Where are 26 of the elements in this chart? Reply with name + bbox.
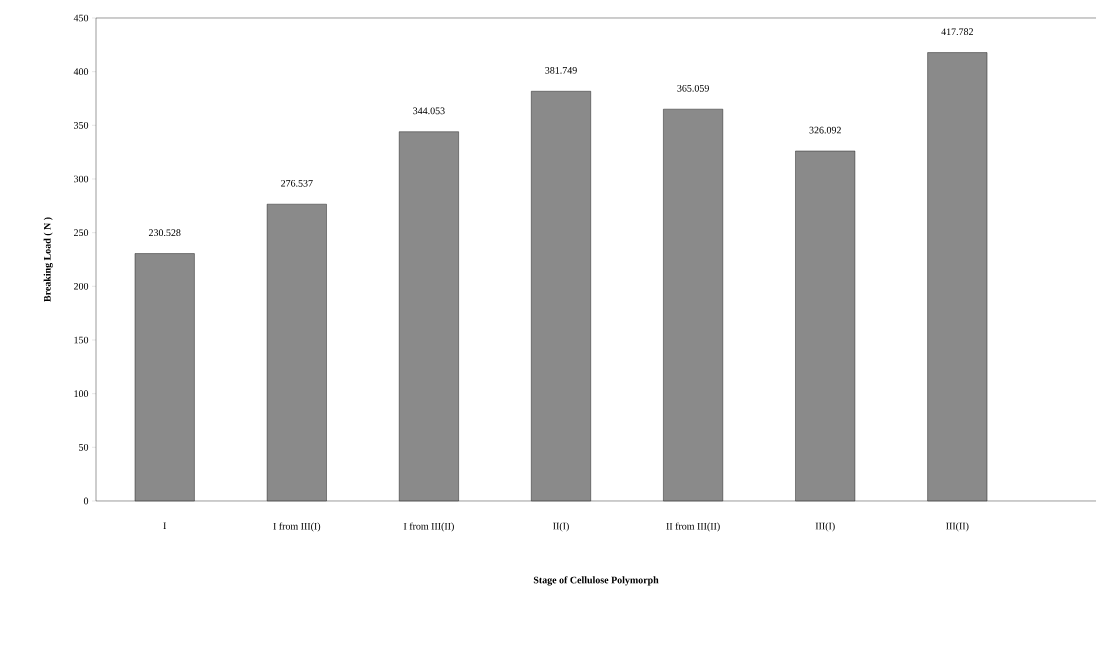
- y-tick-label: 300: [74, 175, 89, 183]
- data-label: 326.092: [809, 126, 841, 134]
- y-tick-label: 250: [74, 229, 89, 237]
- x-tick-label: II from III(II): [666, 522, 720, 532]
- data-label: 381.749: [545, 67, 577, 74]
- x-tick-label: III(II): [946, 522, 969, 532]
- y-tick-label: 100: [74, 390, 89, 398]
- y-axis-title: Breaking Load ( N ): [43, 217, 53, 302]
- y-tick-label: 400: [73, 68, 89, 76]
- x-tick-label: III(I): [815, 522, 835, 532]
- data-label: 344.053: [413, 107, 445, 115]
- x-tick-label: I: [163, 522, 167, 529]
- data-label: 230.528: [148, 229, 181, 237]
- y-tick-label: 50: [79, 443, 89, 451]
- y-tick-label: 150: [74, 336, 89, 344]
- y-tick-label: 450: [73, 14, 89, 22]
- data-label: 276.537: [281, 179, 313, 187]
- y-tick-label: 0: [83, 497, 89, 505]
- y-tick-label: 350: [74, 121, 89, 129]
- x-tick-label: I from III(I): [273, 522, 321, 532]
- data-label: 417.782: [941, 28, 973, 36]
- x-tick-label: I from III(II): [403, 522, 454, 532]
- x-axis-title: Stage of Cellulose Polymorph: [533, 576, 659, 586]
- data-label: 365.059: [677, 84, 709, 92]
- y-tick-label: 200: [74, 282, 89, 290]
- x-tick-label: II(I): [553, 522, 569, 532]
